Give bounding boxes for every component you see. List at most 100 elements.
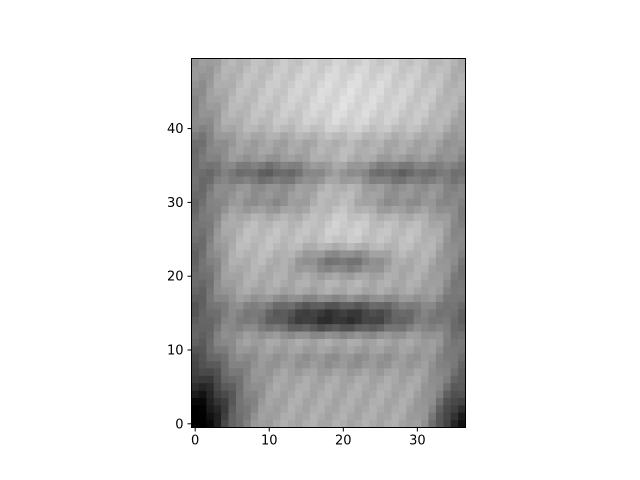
image-pixel (309, 287, 318, 296)
image-pixel (272, 102, 281, 111)
image-pixel (243, 243, 252, 251)
image-pixel (191, 265, 200, 273)
image-pixel (280, 302, 289, 310)
image-pixel (458, 117, 466, 126)
image-pixel (458, 132, 466, 141)
image-pixel (354, 176, 363, 185)
image-pixel (243, 353, 252, 362)
image-pixel (287, 191, 296, 200)
image-pixel (243, 287, 252, 296)
image-pixel (206, 361, 215, 369)
image-pixel (332, 412, 340, 421)
image-pixel (235, 279, 244, 288)
image-pixel (280, 235, 289, 244)
image-pixel (369, 368, 377, 377)
image-pixel (258, 324, 266, 332)
image-pixel (398, 287, 407, 296)
image-pixel (191, 117, 200, 126)
image-pixel (221, 117, 229, 126)
image-pixel (435, 368, 444, 377)
image-pixel (235, 147, 244, 155)
image-pixel (413, 294, 422, 303)
image-pixel (191, 65, 200, 74)
image-pixel (443, 309, 452, 318)
image-pixel (406, 147, 415, 155)
image-pixel (206, 117, 215, 126)
image-pixel (272, 397, 281, 406)
image-pixel (280, 88, 289, 96)
image-pixel (302, 206, 311, 214)
image-pixel (265, 412, 274, 421)
image-pixel (384, 368, 392, 377)
image-pixel (280, 124, 289, 133)
image-pixel (206, 287, 215, 296)
image-pixel (258, 220, 266, 229)
image-pixel (295, 346, 303, 355)
image-pixel (421, 206, 429, 214)
image-pixel (435, 147, 444, 155)
image-pixel (287, 257, 296, 266)
image-pixel (376, 235, 385, 244)
image-pixel (421, 397, 429, 406)
image-pixel (391, 375, 400, 384)
image-pixel (235, 139, 244, 148)
image-pixel (228, 191, 237, 200)
image-pixel (317, 331, 326, 340)
image-pixel (280, 213, 289, 222)
image-pixel (228, 302, 237, 310)
image-pixel (413, 110, 422, 118)
image-pixel (324, 316, 333, 325)
image-pixel (243, 102, 252, 111)
image-pixel (428, 198, 437, 207)
axes-frame (191, 58, 466, 428)
image-pixel (428, 420, 437, 428)
image-pixel (428, 183, 437, 192)
image-pixel (398, 375, 407, 384)
image-pixel (376, 405, 385, 414)
image-pixel (376, 161, 385, 170)
image-pixel (398, 420, 407, 428)
image-pixel (295, 183, 303, 192)
image-pixel (450, 80, 459, 89)
image-pixel (258, 176, 266, 185)
image-pixel (413, 420, 422, 428)
image-pixel (309, 375, 318, 384)
image-pixel (376, 361, 385, 369)
image-pixel (384, 147, 392, 155)
image-pixel (376, 331, 385, 340)
image-pixel (206, 73, 215, 81)
image-pixel (376, 353, 385, 362)
image-pixel (221, 220, 229, 229)
image-pixel (272, 88, 281, 96)
image-pixel (384, 346, 392, 355)
image-pixel (235, 397, 244, 406)
image-pixel (384, 265, 392, 273)
image-pixel (324, 213, 333, 222)
image-pixel (272, 117, 281, 126)
image-pixel (384, 405, 392, 414)
image-pixel (287, 102, 296, 111)
image-pixel (369, 346, 377, 355)
image-pixel (384, 279, 392, 288)
image-pixel (221, 191, 229, 200)
image-pixel (332, 331, 340, 340)
image-pixel (272, 132, 281, 141)
image-pixel (435, 206, 444, 214)
image-pixel (265, 198, 274, 207)
image-pixel (280, 279, 289, 288)
image-pixel (458, 279, 466, 288)
image-pixel (339, 58, 348, 67)
image-pixel (272, 243, 281, 251)
image-pixel (191, 368, 200, 377)
image-pixel (450, 316, 459, 325)
image-pixel (250, 176, 259, 185)
image-pixel (221, 287, 229, 296)
image-pixel (272, 213, 281, 222)
image-pixel (265, 102, 274, 111)
image-pixel (206, 124, 215, 133)
image-pixel (280, 331, 289, 340)
image-pixel (191, 397, 200, 406)
image-pixel (421, 191, 429, 200)
image-pixel (243, 176, 252, 185)
image-pixel (443, 191, 452, 200)
